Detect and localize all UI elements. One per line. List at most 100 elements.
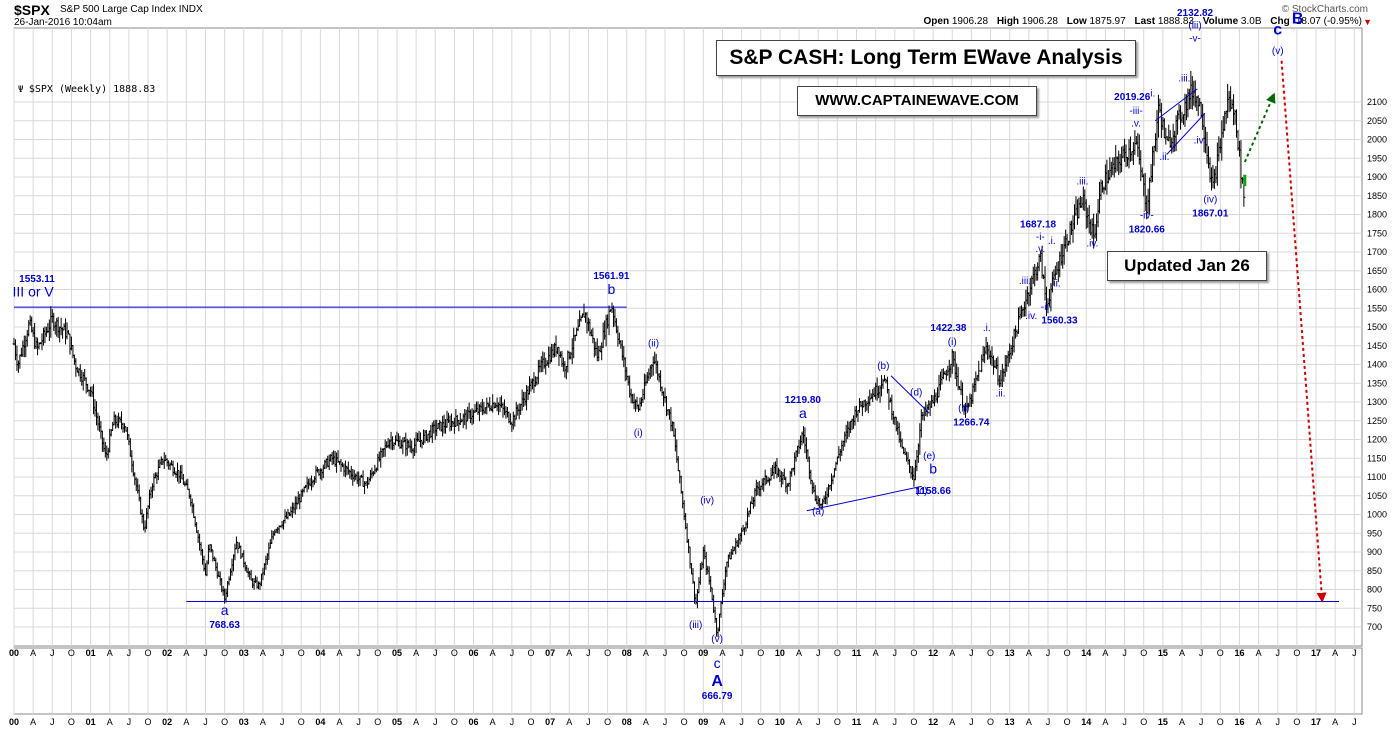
x-tick-label-lower: A [107,717,113,727]
chg-label: Chg [1270,16,1290,27]
x-tick-label-lower: 09 [698,717,708,727]
wave-label: .v. [1131,118,1141,129]
wave-label: 1553.11 [19,274,55,285]
wave-label: .ii. [1051,279,1061,290]
chart-symbol: $SPX [14,2,50,18]
y-tick-label: 1850 [1367,191,1387,201]
y-tick-label: 2000 [1367,135,1387,145]
wave-label: (e) [923,451,935,462]
wave-label: (iv) [1203,195,1217,206]
y-tick-label: 1600 [1367,285,1387,295]
x-tick-label: 10 [775,648,785,658]
x-tick-label: O [221,648,228,658]
x-tick-label: J [586,648,591,658]
trendline [890,375,930,414]
x-tick-label: J [1199,648,1204,658]
forecast-arrow-down [1280,60,1327,603]
x-tick-label: J [1352,648,1357,658]
x-tick-label: A [490,648,496,658]
y-tick-label: 1800 [1367,210,1387,220]
wave-label: .iv. [1194,135,1206,146]
y-tick-label: 800 [1367,585,1382,595]
x-tick-label: J [280,648,285,658]
website-box[interactable]: WWW.CAPTAINEWAVE.COM [797,86,1037,116]
x-tick-label: A [1026,648,1032,658]
x-tick-label: O [987,648,994,658]
x-tick-label-lower: 02 [162,717,172,727]
wave-label: -i- [1036,232,1045,243]
wave-label: (i) [634,428,643,439]
wave-label: .i. [1147,88,1155,99]
wave-label: 1561.91 [593,271,630,282]
x-tick-label: O [1140,648,1147,658]
x-tick-label-lower: 05 [392,717,402,727]
x-tick-label: A [566,648,572,658]
x-tick-label-lower: J [893,717,898,727]
y-tick-label: 2100 [1367,97,1387,107]
x-tick-label-lower: O [221,717,228,727]
x-tick-label-lower: 17 [1311,717,1321,727]
x-tick-label: A [719,648,725,658]
y-tick-label: 1300 [1367,397,1387,407]
y-tick-label: 1650 [1367,266,1387,276]
x-tick-label-lower: O [910,717,917,727]
y-tick-label: 750 [1367,603,1382,613]
trendline [806,485,922,512]
quote-line: Open 1906.28 High 1906.28 Low 1875.97 La… [924,16,1362,27]
wave-label: 2019.26 [1114,92,1151,103]
x-tick-label-lower: O [1293,717,1300,727]
x-tick-label-lower: J [663,717,668,727]
x-tick-label: J [739,648,744,658]
y-tick-label: 1350 [1367,378,1387,388]
x-tick-label: O [1217,648,1224,658]
chart-name: S&P 500 Large Cap Index INDX [60,4,203,15]
wave-label: 1687.18 [1020,220,1057,231]
x-tick-label-lower: J [356,717,361,727]
x-tick-label: 14 [1081,648,1091,658]
x-tick-label-lower: J [127,717,132,727]
wave-label-lower: 666.79 [702,691,733,702]
wave-label: (iv) [700,495,714,506]
x-tick-label-lower: J [816,717,821,727]
x-tick-label-lower: J [203,717,208,727]
volume-value: 3.0B [1240,16,1262,27]
x-tick-label: J [127,648,132,658]
y-tick-label: 1900 [1367,172,1387,182]
open-value: 1906.28 [951,16,989,27]
x-tick-label: A [1332,648,1338,658]
x-tick-label-lower: 07 [545,717,555,727]
x-tick-label-lower: A [873,717,879,727]
y-tick-label: 950 [1367,528,1382,538]
x-tick-label-lower: J [1046,717,1051,727]
x-tick-label-lower: J [1276,717,1281,727]
y-tick-label: 1500 [1367,322,1387,332]
x-tick-label: 08 [622,648,632,658]
x-tick-label-lower: 14 [1081,717,1091,727]
x-tick-label-lower: 11 [852,717,862,727]
x-tick-label-lower: 00 [9,717,19,727]
trendline [1154,88,1198,122]
volume-label: Volume [1202,16,1239,27]
x-tick-label-lower: A [1102,717,1108,727]
x-tick-label-lower: 01 [86,717,96,727]
y-tick-label: 1050 [1367,491,1387,501]
wave-label: (iii) [1188,21,1201,32]
last-value: 1888.83 [1157,16,1194,27]
x-tick-label-lower: A [566,717,572,727]
updated-box: Updated Jan 26 [1107,251,1267,281]
x-tick-label: A [183,648,189,658]
wave-label: b [929,460,937,476]
x-tick-label: 00 [9,648,19,658]
chart-title-box: S&P CASH: Long Term EWave Analysis [716,40,1136,76]
wave-label-lower: c [714,655,721,671]
wave-label: .i. [1048,236,1056,247]
y-tick-label: 1200 [1367,435,1387,445]
x-tick-label: O [145,648,152,658]
x-tick-label: 15 [1158,648,1168,658]
x-tick-label: J [50,648,55,658]
wave-label: b [608,281,616,297]
wave-label: 2132.82 [1177,8,1214,19]
open-label: Open [923,16,950,27]
x-tick-label-lower: 08 [622,717,632,727]
source-credit[interactable]: © StockCharts.com [1281,4,1368,15]
